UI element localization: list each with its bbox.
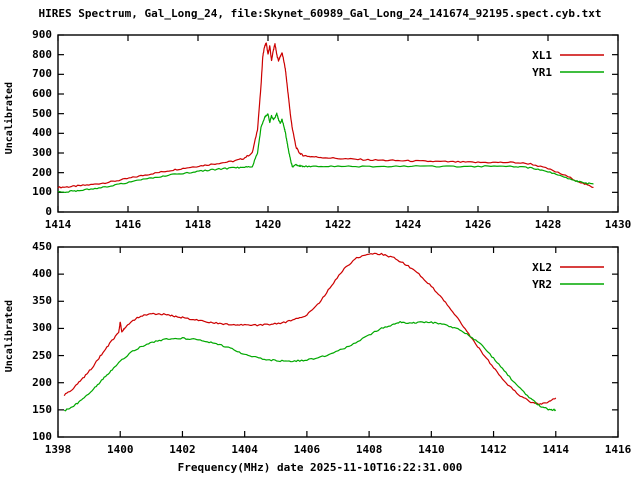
y-tick-label: 200: [32, 375, 52, 389]
x-tick-label: 1408: [355, 443, 383, 456]
x-tick-label: 1420: [254, 218, 282, 231]
x-tick-label: 1430: [604, 218, 632, 231]
x-tick-label: 1428: [534, 218, 562, 231]
y-tick-label: 100: [32, 185, 52, 199]
x-tick-label: 1416: [604, 443, 632, 456]
page-title: HIRES Spectrum, Gal_Long_24, file:Skynet…: [38, 7, 602, 20]
y-tick-label: 600: [32, 87, 52, 100]
x-tick-label: 1422: [324, 218, 352, 231]
x-tick-label: 1404: [231, 443, 258, 456]
y-tick-label: 400: [32, 126, 52, 140]
series-line-YR1: [57, 112, 594, 193]
series-line-YR2: [64, 320, 557, 412]
y-tick-label: 350: [32, 294, 52, 308]
x-tick-label: 1414: [542, 443, 570, 456]
x-axis-label: Frequency(MHz) date 2025-11-10T16:22:31.…: [177, 461, 463, 474]
y-tick-label: 100: [32, 430, 52, 443]
legend-label-YR2: YR2: [532, 278, 552, 291]
y-tick-label: 300: [32, 146, 52, 159]
series-line-XL1: [57, 42, 594, 189]
legend-label-XL1: XL1: [532, 49, 552, 62]
x-tick-label: 1400: [106, 443, 134, 456]
x-tick-label: 1414: [44, 218, 72, 231]
x-tick-label: 1418: [184, 218, 212, 231]
x-tick-label: 1424: [394, 218, 422, 231]
x-tick-label: 1426: [464, 218, 492, 231]
x-tick-label: 1406: [293, 443, 321, 456]
y-tick-label: 200: [32, 165, 52, 179]
y-tick-label: 450: [32, 240, 52, 253]
panel-frame-bottom: [57, 246, 619, 438]
series-line-XL2: [63, 252, 557, 406]
y-tick-label: 0: [45, 205, 52, 218]
x-tick-label: 1398: [44, 443, 72, 456]
y-tick-label: 500: [32, 106, 52, 120]
x-tick-label: 1412: [480, 443, 507, 456]
y-tick-label: 300: [32, 321, 52, 335]
y-tick-label: 250: [32, 348, 52, 362]
legend-label-XL2: XL2: [532, 261, 552, 274]
x-tick-label: 1410: [418, 443, 445, 456]
y-tick-label: 800: [32, 47, 52, 61]
y-tick-label: 700: [32, 67, 52, 81]
x-tick-label: 1416: [114, 218, 142, 231]
y-tick-label: 400: [32, 267, 52, 281]
legend-label-YR1: YR1: [532, 66, 552, 79]
x-tick-label: 1402: [169, 443, 196, 456]
y-tick-label: 150: [32, 402, 52, 416]
y-tick-label: 900: [32, 28, 52, 41]
